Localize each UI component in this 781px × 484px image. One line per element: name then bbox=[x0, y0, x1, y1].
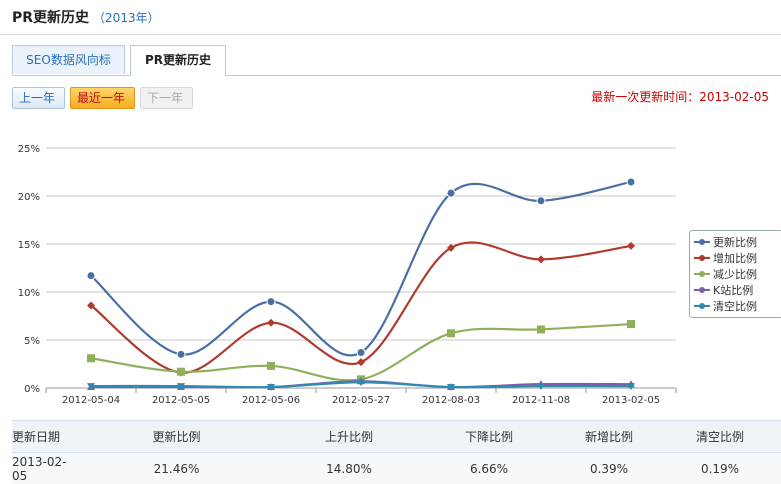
last-update-time: 最新一次更新时间：2013-02-05 bbox=[591, 90, 769, 104]
summary-header-new: 新增比例 bbox=[584, 430, 633, 444]
legend-label: 更新比例 bbox=[713, 236, 757, 249]
tab-bar: SEO数据风向标 PR更新历史 bbox=[12, 45, 781, 76]
page-header: PR更新历史 （2013年） bbox=[0, 0, 781, 35]
legend-label: 增加比例 bbox=[713, 252, 757, 265]
y-tick-label: 25% bbox=[18, 144, 40, 155]
data-point bbox=[87, 383, 95, 391]
data-point bbox=[537, 325, 545, 334]
legend-marker bbox=[694, 303, 710, 309]
legend-label: K站比例 bbox=[713, 284, 754, 297]
data-point bbox=[446, 188, 456, 198]
summary-value-update: 21.46% bbox=[153, 461, 200, 476]
tab-seo-trend[interactable]: SEO数据风向标 bbox=[12, 45, 125, 74]
legend-marker bbox=[694, 271, 710, 277]
data-point bbox=[537, 383, 545, 391]
data-point bbox=[356, 347, 366, 357]
summary-header-date: 更新日期 bbox=[12, 430, 61, 444]
y-tick-label: 0% bbox=[24, 384, 40, 395]
summary-value-clear: 0.19% bbox=[700, 461, 740, 476]
summary-header-update: 更新比例 bbox=[152, 430, 201, 444]
page-year: （2013年） bbox=[93, 10, 160, 25]
data-point bbox=[357, 358, 365, 367]
summary-value-new: 0.39% bbox=[589, 461, 629, 476]
data-point bbox=[176, 349, 186, 359]
next-year-button[interactable]: 下一年 bbox=[140, 87, 193, 109]
legend-item: 减少比例 bbox=[694, 266, 778, 282]
x-tick-label: 2012-05-05 bbox=[152, 395, 210, 406]
x-tick-label: 2012-08-03 bbox=[422, 395, 480, 406]
legend-label: 减少比例 bbox=[713, 268, 757, 281]
x-tick-label: 2013-02-05 bbox=[602, 395, 660, 406]
data-point bbox=[537, 255, 545, 264]
data-point bbox=[177, 367, 185, 376]
summary-value-down: 6.66% bbox=[469, 461, 509, 476]
summary-value-up: 14.80% bbox=[326, 461, 372, 476]
legend-item: 清空比例 bbox=[694, 298, 778, 314]
data-point bbox=[87, 301, 95, 310]
summary-value-date: 2013-02-05 bbox=[12, 454, 67, 483]
summary-table: 更新日期 更新比例 上升比例 下降比例 新增比例 清空比例 2013-02-05… bbox=[12, 420, 781, 484]
data-point bbox=[357, 379, 365, 387]
legend-marker bbox=[694, 287, 710, 293]
x-tick-label: 2012-05-04 bbox=[62, 395, 120, 406]
summary-header-clear: 清空比例 bbox=[695, 430, 744, 444]
data-point bbox=[447, 384, 455, 392]
x-tick-label: 2012-05-27 bbox=[332, 395, 390, 406]
data-point bbox=[177, 383, 185, 391]
page-title: PR更新历史 bbox=[12, 10, 90, 26]
y-tick-label: 20% bbox=[18, 192, 40, 203]
summary-header-up: 上升比例 bbox=[324, 430, 373, 444]
data-point bbox=[87, 354, 95, 363]
data-point bbox=[267, 361, 275, 370]
y-tick-label: 5% bbox=[24, 336, 40, 347]
x-tick-label: 2012-05-06 bbox=[242, 395, 300, 406]
data-point bbox=[627, 383, 635, 391]
legend-item: 更新比例 bbox=[694, 234, 778, 250]
summary-header-row: 更新日期 更新比例 上升比例 下降比例 新增比例 清空比例 bbox=[12, 420, 781, 452]
tab-pr-history[interactable]: PR更新历史 bbox=[130, 45, 226, 76]
y-tick-label: 10% bbox=[18, 288, 40, 299]
pr-history-chart: 0% 5% 10% 15% 20% 25% 2012-05-04 2012-05-05 2012… bbox=[18, 144, 677, 406]
prev-year-button[interactable]: 上一年 bbox=[12, 87, 65, 109]
data-point bbox=[626, 177, 636, 187]
recent-year-button[interactable]: 最近一年 bbox=[70, 87, 135, 109]
legend-marker bbox=[694, 239, 710, 245]
data-point bbox=[266, 297, 276, 307]
data-point bbox=[447, 243, 455, 252]
data-point bbox=[536, 196, 546, 206]
legend-label: 清空比例 bbox=[713, 300, 757, 313]
data-point bbox=[267, 318, 275, 327]
data-point bbox=[627, 320, 635, 329]
legend-item: 增加比例 bbox=[694, 250, 778, 266]
data-point bbox=[627, 241, 635, 250]
summary-data-row: 2013-02-05 21.46% 14.80% 6.66% 0.39% 0.1… bbox=[12, 452, 781, 484]
summary-header-down: 下降比例 bbox=[464, 430, 513, 444]
data-point bbox=[447, 329, 455, 338]
chart-legend: 更新比例增加比例减少比例 K站比例清空比例 bbox=[689, 230, 781, 318]
y-tick-label: 15% bbox=[18, 240, 40, 251]
legend-marker bbox=[694, 255, 710, 261]
x-tick-label: 2012-11-08 bbox=[512, 395, 570, 406]
data-point bbox=[267, 384, 275, 392]
legend-item: K站比例 bbox=[694, 282, 778, 298]
data-point bbox=[86, 271, 96, 281]
